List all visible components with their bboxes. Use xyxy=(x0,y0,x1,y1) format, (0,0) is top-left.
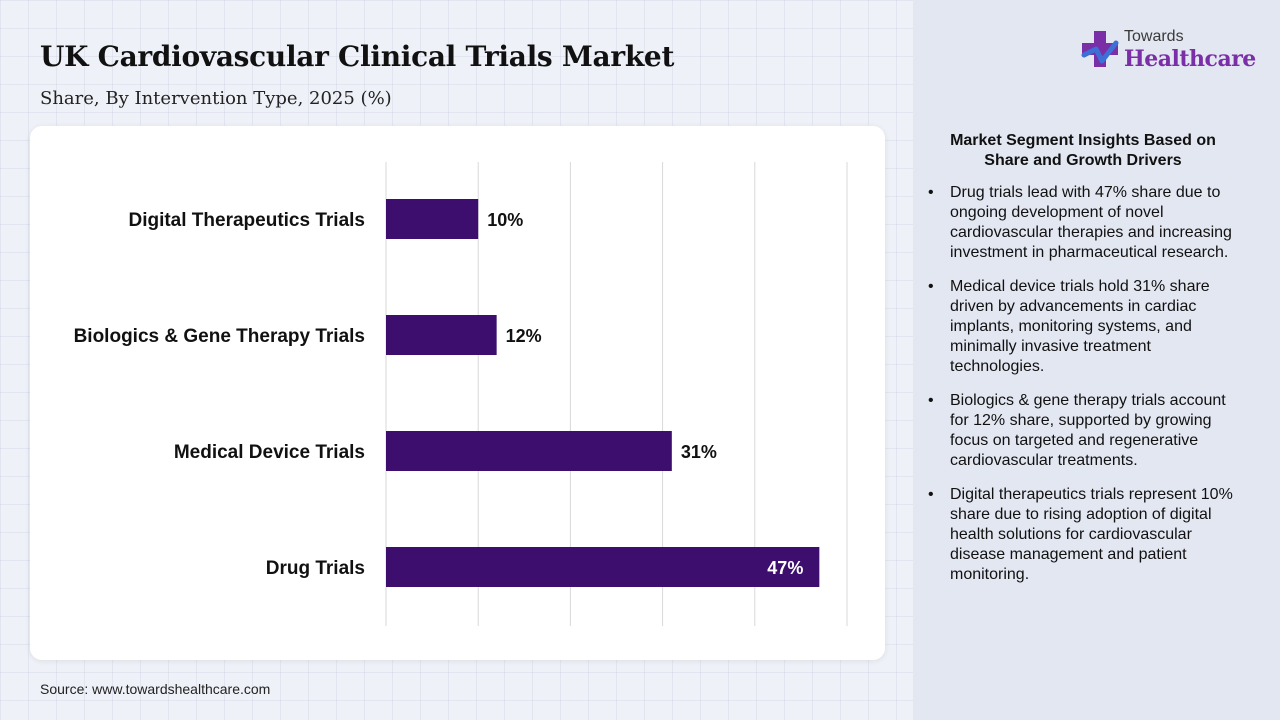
category-label: Medical Device Trials xyxy=(174,442,365,463)
chart-card: Digital Therapeutics Trials 10% Biologics … xyxy=(30,126,885,660)
bar xyxy=(386,547,820,587)
logo-main-text: Healthcare xyxy=(1124,46,1256,72)
insight-text: Biologics & gene therapy trials account … xyxy=(950,392,1226,469)
insights-panel xyxy=(913,0,1280,720)
brand-logo[interactable]: Towards Healthcare xyxy=(1080,26,1260,80)
bullet-icon: • xyxy=(928,392,934,409)
bar xyxy=(386,431,672,471)
insight-text: Digital therapeutics trials represent 10… xyxy=(950,486,1233,583)
insight-item: • Drug trials lead with 47% share due to … xyxy=(928,183,1240,263)
insight-item: • Biologics & gene therapy trials account… xyxy=(928,391,1240,471)
data-label: 12% xyxy=(506,326,542,346)
bullet-icon: • xyxy=(928,184,934,201)
logo-top-text: Towards xyxy=(1124,28,1184,45)
category-label: Digital Therapeutics Trials xyxy=(128,210,365,231)
bar xyxy=(386,315,497,355)
page-title: UK Cardiovascular Clinical Trials Market xyxy=(40,40,675,73)
bar xyxy=(386,199,479,239)
insights-title: Market Segment Insights Based on Share a… xyxy=(950,132,1216,169)
bar-chart: Digital Therapeutics Trials 10% Biologics … xyxy=(74,162,848,626)
insight-item: • Digital therapeutics trials represent 1… xyxy=(928,485,1240,585)
insight-text: Drug trials lead with 47% share due to o… xyxy=(950,184,1232,261)
bullet-icon: • xyxy=(928,278,934,295)
data-label: 47% xyxy=(767,558,803,578)
insights-list: • Drug trials lead with 47% share due to … xyxy=(928,183,1240,599)
page-subtitle: Share, By Intervention Type, 2025 (%) xyxy=(40,88,392,109)
data-label: 10% xyxy=(487,210,523,230)
insight-text: Medical device trials hold 31% share dri… xyxy=(950,278,1210,375)
category-label: Biologics & Gene Therapy Trials xyxy=(74,326,365,347)
cross-logo-icon xyxy=(1081,31,1119,67)
data-label: 31% xyxy=(681,442,717,462)
source-note: Source: www.towardshealthcare.com xyxy=(40,681,271,697)
bullet-icon: • xyxy=(928,486,934,503)
insight-item: • Medical device trials hold 31% share dr… xyxy=(928,277,1240,377)
category-label: Drug Trials xyxy=(266,558,365,579)
